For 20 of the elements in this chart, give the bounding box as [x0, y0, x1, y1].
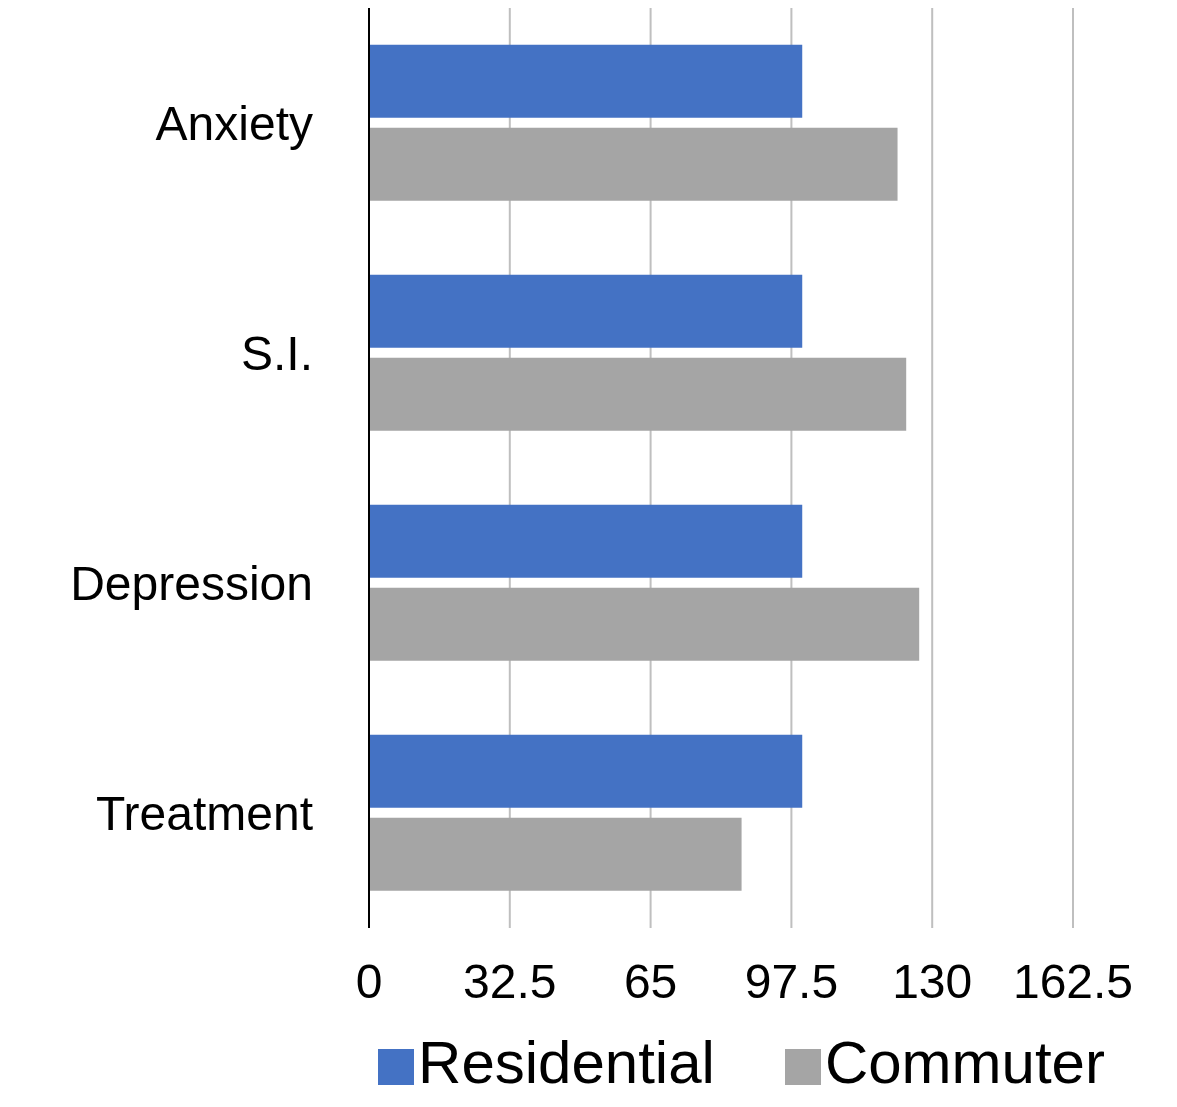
- bar: [369, 734, 803, 808]
- x-tick-label: 32.5: [463, 955, 557, 1009]
- bar: [369, 587, 920, 661]
- x-tick-label: 0: [355, 955, 383, 1009]
- x-tick-label: 65: [623, 955, 678, 1009]
- bar: [369, 357, 907, 431]
- bar: [369, 127, 898, 201]
- y-tick-label: S.I.: [240, 327, 313, 381]
- x-tick-label: 97.5: [744, 955, 839, 1009]
- x-tick-label: 130: [892, 955, 973, 1009]
- y-tick-label: Depression: [70, 557, 313, 611]
- legend-label: Commuter: [824, 1029, 1105, 1096]
- x-tick-label: 162.5: [1012, 955, 1134, 1009]
- legend-label: Residential: [418, 1029, 715, 1096]
- bar: [369, 274, 803, 348]
- bar: [369, 44, 803, 118]
- y-tick-label: Treatment: [96, 787, 313, 841]
- y-tick-label: Anxiety: [155, 97, 313, 151]
- bar: [369, 504, 803, 578]
- bar: [369, 817, 742, 891]
